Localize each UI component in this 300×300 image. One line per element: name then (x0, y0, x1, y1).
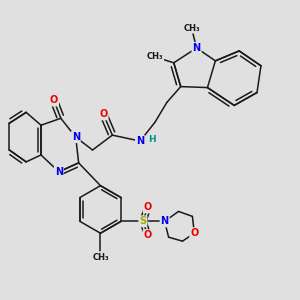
Text: O: O (99, 109, 108, 119)
Text: CH₃: CH₃ (147, 52, 163, 62)
Text: O: O (144, 202, 152, 212)
Text: O: O (190, 228, 199, 238)
Text: N: N (136, 136, 144, 146)
Text: N: N (193, 43, 201, 53)
Text: N: N (72, 132, 80, 142)
Text: O: O (144, 230, 152, 240)
Text: N: N (160, 216, 169, 226)
Text: CH₃: CH₃ (92, 253, 109, 262)
Text: N: N (55, 167, 63, 177)
Text: CH₃: CH₃ (183, 24, 200, 33)
Text: H: H (148, 135, 156, 144)
Text: O: O (50, 95, 58, 106)
Text: S: S (139, 216, 146, 226)
